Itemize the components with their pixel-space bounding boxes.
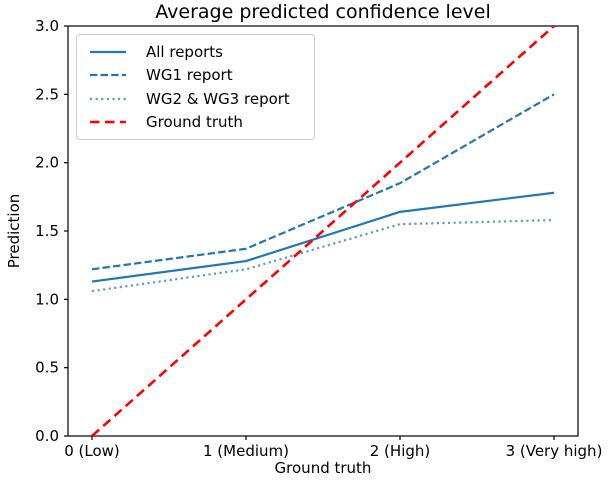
- x-axis-label: Ground truth: [274, 459, 372, 477]
- series-line-1: [91, 93, 555, 271]
- legend-item-label: WG1 report: [146, 66, 233, 85]
- legend: All reports WG1 report WG2 & WG3 report Gro…: [76, 34, 315, 140]
- series-line-2: [91, 218, 555, 293]
- legend-line-sample: [90, 120, 126, 124]
- series-line-0: [91, 191, 555, 283]
- y-tick-label: 1.0: [35, 290, 59, 308]
- y-tick-label: 3.0: [35, 17, 59, 35]
- x-tick-label: 0 (Low): [64, 442, 120, 460]
- y-tick-label: 1.5: [35, 222, 59, 240]
- legend-item-label: Ground truth: [146, 113, 243, 132]
- legend-item-label: All reports: [146, 42, 223, 61]
- x-tick-label: 3 (Very high): [506, 442, 603, 460]
- chart-title: Average predicted confidence level: [155, 1, 491, 23]
- legend-item-label: WG2 & WG3 report: [146, 89, 290, 108]
- legend-item: WG1 report: [89, 64, 314, 88]
- legend-line-sample: [90, 97, 126, 100]
- y-tick-label: 0.5: [35, 359, 59, 377]
- x-tick-label: 2 (High): [370, 442, 431, 460]
- y-tick-label: 0.0: [35, 427, 59, 445]
- x-tick-label: 1 (Medium): [203, 442, 289, 460]
- legend-item: All reports: [89, 40, 314, 64]
- y-axis-label: Prediction: [5, 193, 23, 269]
- legend-item: Ground truth: [89, 111, 314, 135]
- legend-item: WG2 & WG3 report: [89, 87, 314, 111]
- legend-line-sample: [90, 50, 126, 53]
- legend-line-sample: [90, 74, 126, 77]
- y-tick-label: 2.0: [35, 154, 59, 172]
- y-tick-label: 2.5: [35, 85, 59, 103]
- series-line-3: [91, 25, 555, 437]
